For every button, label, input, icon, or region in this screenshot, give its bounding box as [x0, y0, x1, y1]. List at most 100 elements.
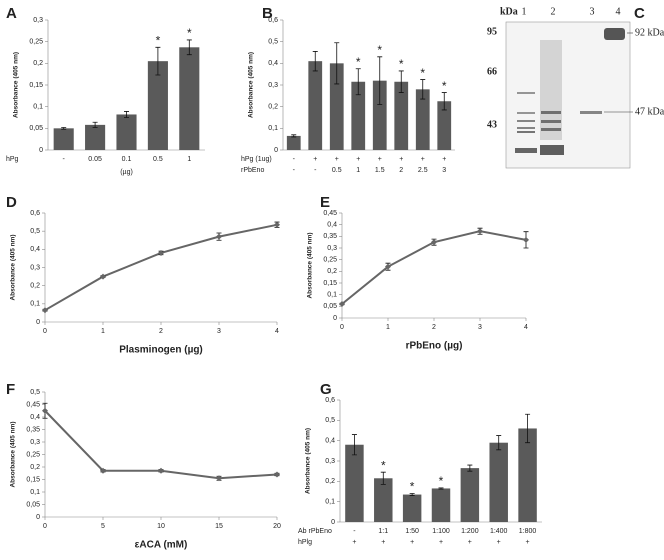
- bar: [329, 63, 344, 151]
- lane-label: 2: [551, 6, 556, 17]
- y-tick-label: 0,25: [26, 451, 40, 458]
- error-bar: [420, 79, 426, 100]
- y-tick-label: 0,2: [33, 60, 43, 67]
- panel-letter: E: [320, 194, 330, 211]
- row-value: +: [468, 539, 472, 546]
- error-bar: [438, 487, 444, 490]
- error-bar: [291, 134, 297, 138]
- x-tick-label: 4: [275, 328, 279, 335]
- marker: [523, 236, 529, 243]
- y-tick-label: 0,05: [26, 501, 40, 508]
- y-tick-label: 0,5: [30, 228, 40, 235]
- y-tick-label: 0,35: [26, 426, 40, 433]
- panel-letter: B: [262, 5, 273, 22]
- bar: [437, 101, 452, 150]
- y-tick-label: 0,3: [325, 458, 335, 465]
- row-label: rPbEno: [241, 167, 264, 174]
- error-bar: [377, 56, 383, 105]
- row-value: 1:50: [405, 528, 419, 535]
- y-tick-label: 0,3: [30, 439, 40, 446]
- error-bar: [525, 413, 531, 444]
- error-bar: [355, 68, 361, 96]
- y-tick-label: 0,5: [30, 389, 40, 396]
- significance-mark: *: [442, 79, 447, 93]
- significance-mark: *: [156, 33, 161, 47]
- y-tick-label: 0,1: [33, 104, 43, 111]
- y-tick-label: 0,6: [325, 397, 335, 404]
- row-value: 1:800: [519, 528, 537, 535]
- row-value: 1.5: [375, 167, 385, 174]
- marker: [385, 263, 391, 270]
- x-axis-label: rPbEno (µg): [406, 341, 463, 352]
- bar: [415, 89, 430, 150]
- y-tick-label: 0,4: [30, 414, 40, 421]
- y-tick-label: 0,4: [268, 60, 278, 67]
- x-tick-label: 3: [217, 328, 221, 335]
- marker: [274, 471, 280, 478]
- x-tick-label: 2: [159, 328, 163, 335]
- significance-mark: *: [381, 458, 386, 472]
- y-tick-label: 0,1: [325, 499, 335, 506]
- bar: [460, 468, 480, 522]
- y-tick-label: 0,35: [323, 233, 337, 240]
- y-tick-label: 0,15: [323, 280, 337, 287]
- row-value: +: [313, 156, 317, 163]
- row-value: +: [381, 539, 385, 546]
- y-tick-label: 0: [333, 315, 337, 322]
- panel-letter: C: [634, 5, 645, 22]
- bar: [85, 124, 106, 150]
- error-bar: [467, 464, 473, 472]
- panel-letter: G: [320, 381, 332, 398]
- y-tick-label: 0,05: [323, 303, 337, 310]
- row-value: 0.1: [122, 156, 132, 163]
- row-label: hPg (1ug): [241, 156, 272, 163]
- error-bar: [351, 434, 357, 456]
- y-tick-label: 0,6: [268, 17, 278, 24]
- row-value: +: [497, 539, 501, 546]
- x-tick-label: 4: [524, 324, 528, 331]
- error-bar: [398, 70, 404, 93]
- row-value: -: [353, 528, 356, 535]
- row-value: 1:200: [461, 528, 479, 535]
- significance-mark: *: [420, 66, 425, 80]
- marker: [339, 301, 345, 307]
- gel-bands: [515, 28, 625, 155]
- y-tick-label: 0,15: [26, 476, 40, 483]
- row-value: -: [314, 167, 317, 174]
- row-value: 0.5: [153, 156, 163, 163]
- bar: [345, 444, 364, 522]
- error-bar: [92, 121, 98, 128]
- x-tick-label: 0: [43, 328, 47, 335]
- bar: [431, 488, 451, 522]
- y-tick-label: 0,4: [327, 222, 337, 229]
- error-bar: [124, 111, 129, 118]
- lane-label: 1: [522, 6, 527, 17]
- marker: [158, 467, 164, 474]
- bar: [286, 135, 301, 150]
- lane-label: 4: [616, 6, 621, 17]
- line: [44, 223, 278, 312]
- y-tick-label: 0,45: [323, 210, 337, 217]
- y-tick-label: 0,3: [30, 264, 40, 271]
- y-tick-label: 0,2: [30, 464, 40, 471]
- row-value: 2.5: [418, 167, 428, 174]
- y-axis-label: Absorbance (405 nm): [305, 428, 312, 494]
- y-tick-label: 0,25: [323, 257, 337, 264]
- x-tick-label: 1: [386, 324, 390, 331]
- significance-mark: *: [187, 26, 192, 40]
- y-tick-label: 0,6: [30, 210, 40, 217]
- y-tick-label: 0,05: [29, 125, 43, 132]
- y-tick-label: 0,1: [30, 489, 40, 496]
- y-tick-label: 0,3: [327, 245, 337, 252]
- marker: [42, 307, 48, 314]
- y-tick-label: 0,15: [29, 82, 43, 89]
- error-bar: [441, 92, 447, 111]
- x-tick-label: 2: [432, 324, 436, 331]
- row-value: +: [399, 156, 403, 163]
- row-value: -: [63, 156, 66, 163]
- error-bar: [186, 39, 192, 56]
- row-value: 1: [356, 167, 360, 174]
- y-tick-label: 0,45: [26, 401, 40, 408]
- y-tick-label: 0,4: [325, 438, 335, 445]
- bar: [374, 478, 393, 522]
